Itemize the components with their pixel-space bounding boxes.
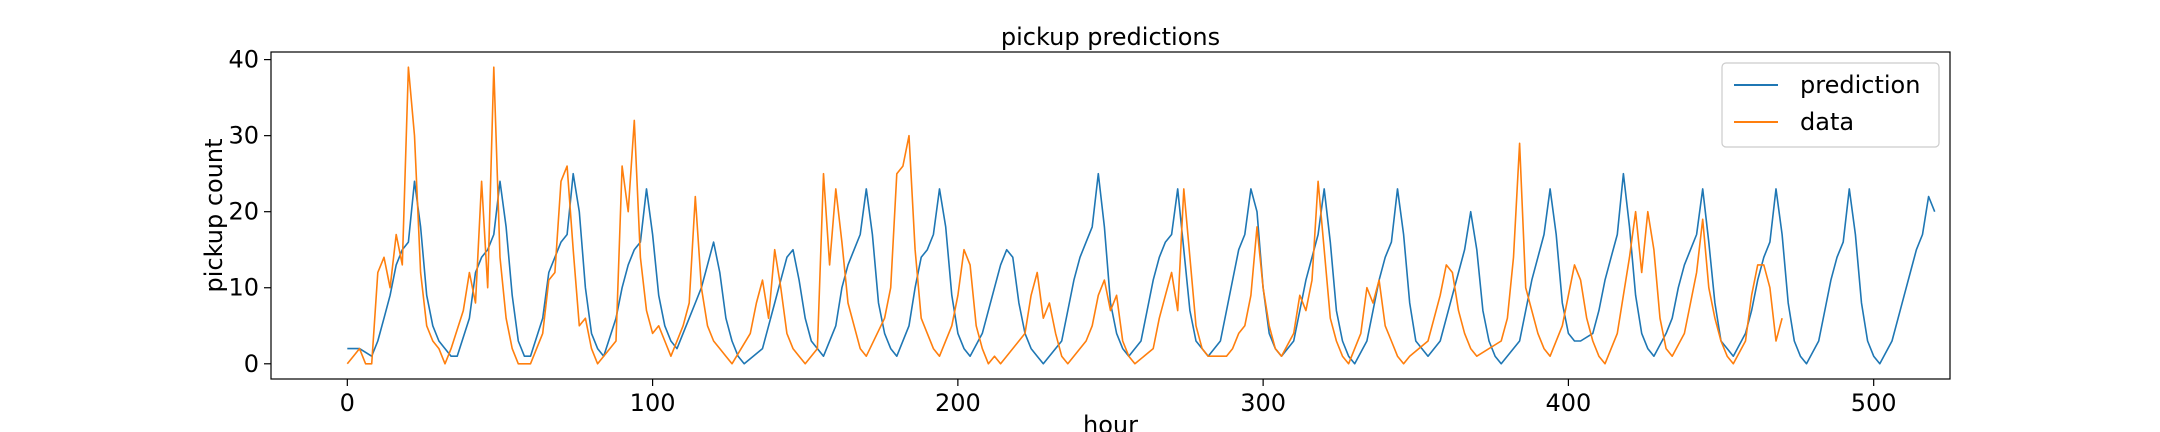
- plot-area: [270, 51, 1951, 380]
- x-axis: 0 100 200 300 400 500: [340, 379, 1897, 417]
- y-tick-label: 20: [228, 198, 259, 226]
- x-axis-label: hour: [1083, 411, 1138, 432]
- y-tick-label: 40: [228, 46, 259, 74]
- plot-frame: [270, 51, 1951, 380]
- legend-label-data: data: [1800, 108, 1854, 136]
- y-tick-label: 0: [244, 350, 259, 378]
- x-tick-label: 400: [1546, 389, 1592, 417]
- chart-title: pickup predictions: [1001, 23, 1220, 51]
- y-tick-label: 30: [228, 122, 259, 150]
- legend: prediction data: [1721, 62, 1940, 148]
- x-tick-label: 500: [1851, 389, 1897, 417]
- y-tick-label: 10: [228, 274, 259, 302]
- x-tick-label: 200: [935, 389, 981, 417]
- x-tick-label: 300: [1240, 389, 1286, 417]
- x-tick-label: 100: [630, 389, 676, 417]
- legend-label-prediction: prediction: [1800, 71, 1920, 99]
- series-line-data: [346, 66, 1783, 365]
- y-axis: 0 10 20 30 40: [228, 46, 271, 378]
- y-axis-label: pickup count: [200, 138, 228, 292]
- x-tick-label: 0: [340, 389, 355, 417]
